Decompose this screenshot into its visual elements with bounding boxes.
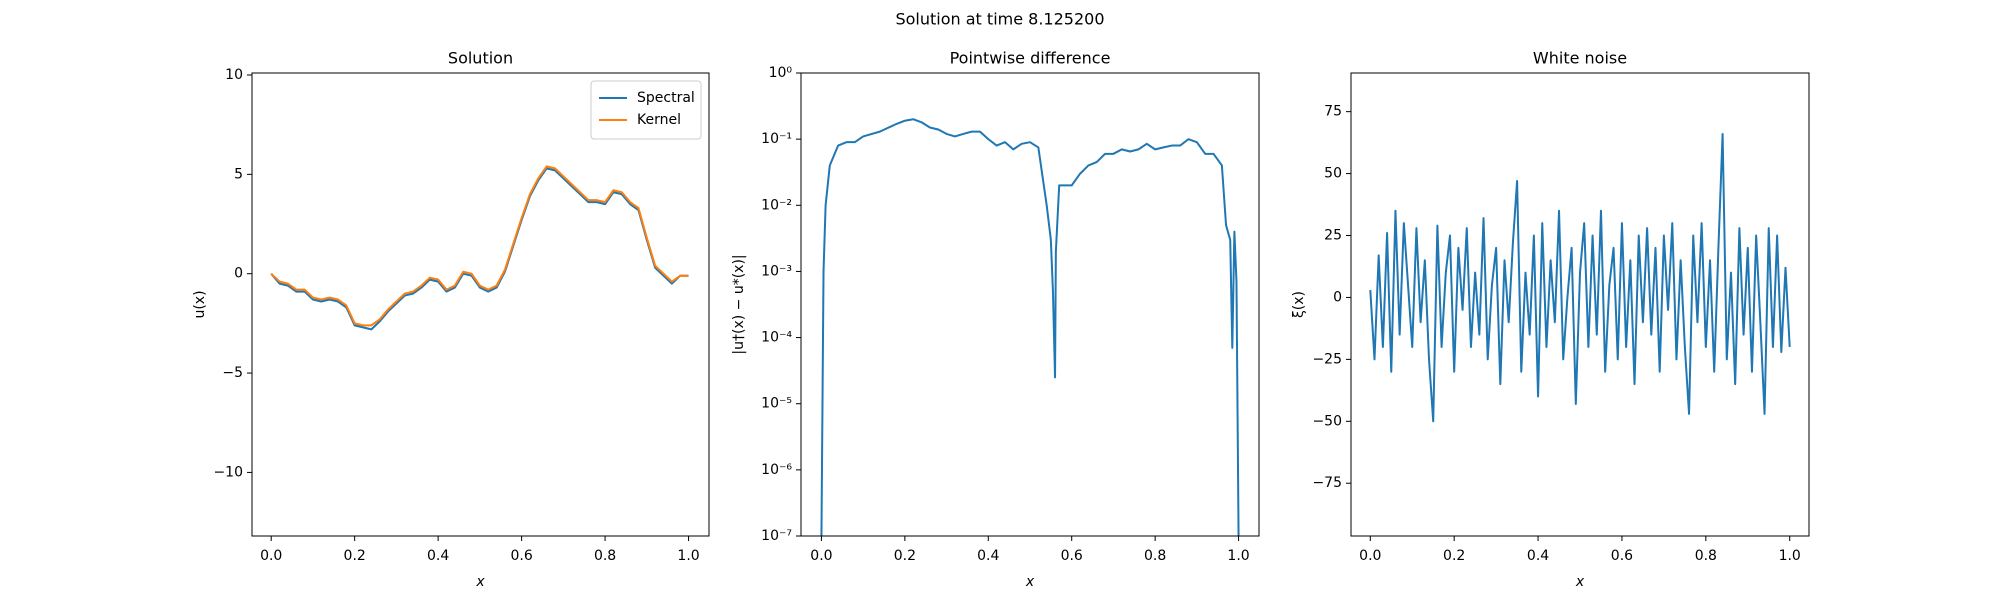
y-tick-label: 10⁻⁶ (761, 462, 792, 478)
data-line (1369, 132, 1791, 423)
y-axis-label: u(x) (192, 290, 208, 318)
y-tick-label: −75 (1312, 475, 1342, 491)
y-tick-label: 0 (234, 266, 243, 282)
axes-title: White noise (1533, 49, 1627, 68)
axes-frame (251, 72, 710, 537)
y-tick-label: 25 (1324, 228, 1342, 244)
y-tick-label: 10⁻² (761, 197, 792, 213)
data-line (820, 118, 1240, 536)
x-tick-label: 0.4 (427, 548, 449, 564)
x-tick-label: 0.0 (260, 548, 282, 564)
y-tick-label: 10 (225, 67, 243, 83)
y-tick-label: 75 (1324, 104, 1342, 120)
data-line (270, 167, 689, 331)
data-line (270, 165, 689, 327)
x-tick-label: 0.6 (1611, 548, 1633, 564)
x-tick-label: 0.6 (510, 548, 532, 564)
figure-title: Solution at time 8.125200 (895, 10, 1104, 29)
x-tick-label: 1.0 (677, 548, 699, 564)
y-tick-label: 10⁻³ (761, 263, 792, 279)
y-tick-label: −25 (1312, 351, 1342, 367)
x-tick-label: 1.0 (1779, 548, 1801, 564)
axes-title: Pointwise difference (950, 49, 1111, 68)
y-tick-label: 50 (1324, 166, 1342, 182)
x-tick-label: 0.8 (1695, 548, 1717, 564)
x-tick-label: 0.8 (1144, 548, 1166, 564)
x-tick-label: 1.0 (1227, 548, 1249, 564)
x-axis-label: x (1025, 574, 1035, 590)
y-tick-label: 10⁰ (769, 65, 793, 81)
y-tick-label: 0 (1333, 289, 1342, 305)
y-tick-label: 10⁻¹ (761, 131, 792, 147)
x-tick-label: 0.4 (1527, 548, 1549, 564)
y-axis-label: |u†(x) − u*(x)| (731, 254, 747, 354)
y-tick-label: 5 (234, 166, 243, 182)
axes-title: Solution (448, 49, 513, 68)
y-tick-label: −10 (213, 464, 243, 480)
x-axis-label: x (1575, 574, 1585, 590)
x-tick-label: 0.6 (1061, 548, 1083, 564)
y-tick-label: 10⁻⁴ (761, 330, 792, 346)
x-axis-label: x (475, 574, 485, 590)
x-tick-label: 0.0 (810, 548, 832, 564)
x-tick-label: 0.8 (594, 548, 616, 564)
x-tick-label: 0.2 (1443, 548, 1465, 564)
x-tick-label: 0.4 (977, 548, 999, 564)
y-axis-label: ξ(x) (1291, 291, 1307, 318)
x-tick-label: 0.2 (894, 548, 916, 564)
legend-label: Spectral (637, 90, 695, 106)
y-tick-label: −50 (1312, 413, 1342, 429)
y-tick-label: −5 (222, 365, 243, 381)
legend-label: Kernel (637, 112, 681, 128)
x-tick-label: 0.2 (344, 548, 366, 564)
x-tick-label: 0.0 (1359, 548, 1381, 564)
axes-frame (1350, 72, 1810, 537)
legend-box (590, 80, 702, 140)
y-tick-label: 10⁻⁷ (761, 528, 792, 544)
axes-frame (800, 72, 1260, 537)
y-tick-label: 10⁻⁵ (761, 396, 792, 412)
